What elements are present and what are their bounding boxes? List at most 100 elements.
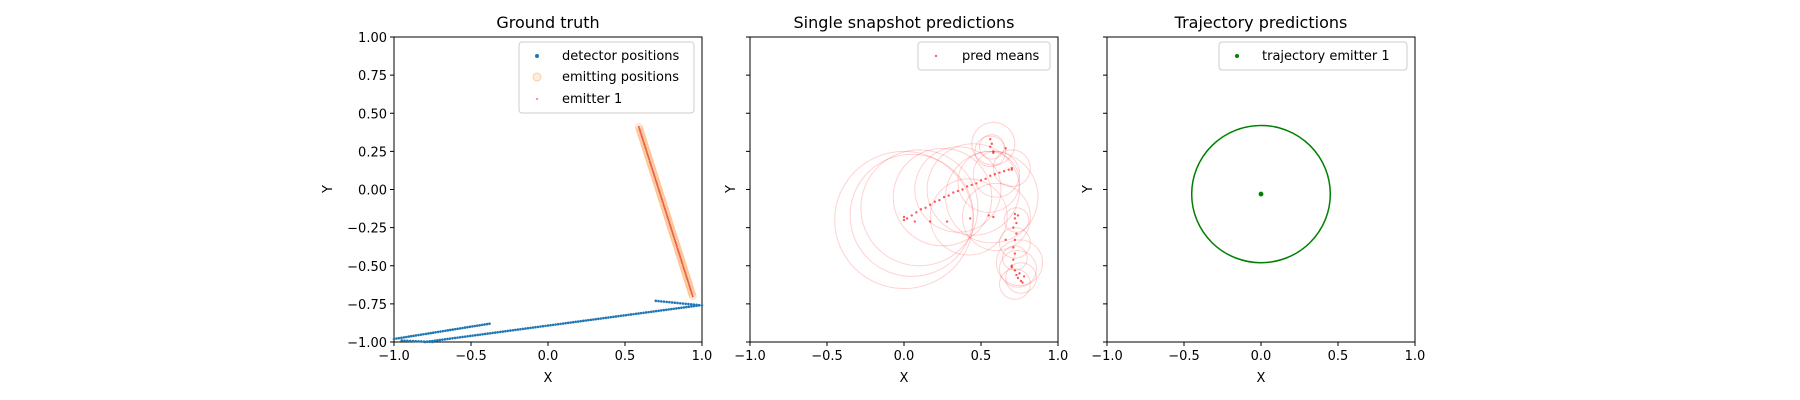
detector-positions-point	[439, 330, 442, 333]
detector-positions-point	[617, 314, 620, 318]
detector-positions-point	[417, 333, 420, 337]
detector-positions-point	[662, 308, 666, 312]
detector-positions-point	[549, 323, 552, 327]
y-tick-label: 0.75	[358, 69, 387, 84]
detector-positions-point	[417, 340, 420, 343]
y-tick-label: −1.00	[347, 336, 387, 351]
detector-positions-point	[485, 322, 489, 326]
detector-positions-point	[521, 327, 525, 331]
detector-positions-point	[682, 306, 686, 309]
panel-2-legend-box	[917, 41, 1051, 71]
detector-positions-point	[511, 328, 515, 332]
trajectory-emitter-1-uncertainty-circle	[1190, 124, 1332, 264]
detector-positions-point	[456, 336, 459, 339]
detector-positions-point	[488, 331, 492, 335]
legend-marker-trajectory-emitter-1	[1235, 54, 1239, 58]
x-tick-label: −1.0	[734, 349, 766, 364]
detector-positions-point	[478, 333, 482, 336]
panel-3-xlabel: X	[1257, 371, 1266, 386]
detector-positions-point	[395, 337, 398, 340]
panel-1-title: Ground truth	[496, 13, 599, 32]
pred-means-point	[987, 214, 990, 217]
x-tick-label: −1.0	[1091, 349, 1123, 364]
pred-means-uncertainty-circle	[974, 135, 1007, 168]
y-tick-label: 0.25	[358, 145, 387, 160]
pred-means-uncertainty-circle	[892, 147, 993, 247]
detector-positions-point	[659, 300, 663, 303]
pred-means-point	[969, 217, 972, 220]
detector-positions-point	[400, 336, 403, 340]
pred-means-point	[1004, 238, 1007, 242]
detector-positions-point	[637, 312, 640, 315]
detector-positions-point	[449, 328, 452, 332]
detector-positions-point	[672, 307, 676, 311]
detector-positions-point	[642, 311, 645, 315]
detector-positions-point	[476, 333, 479, 337]
pred-means-point	[905, 217, 909, 220]
detector-positions-point	[700, 304, 704, 307]
detector-positions-point	[546, 324, 550, 327]
emitter-1-point	[655, 181, 658, 184]
emitter-1-point	[684, 272, 687, 275]
x-tick-label: 1.0	[692, 349, 713, 364]
detector-positions-point	[402, 336, 406, 339]
detector-positions-point	[681, 302, 685, 305]
pred-means-point	[984, 177, 987, 181]
panel-1-legend-box	[518, 41, 695, 114]
pred-means-uncertainty-circle	[834, 150, 974, 290]
detector-positions-point	[436, 339, 439, 342]
emitter-1-point	[653, 173, 656, 176]
emitter-1-point	[679, 257, 682, 260]
pred-means-point	[945, 220, 949, 223]
emitter-1-point	[656, 183, 659, 186]
detector-positions-point	[687, 305, 691, 309]
pred-means-point	[1013, 212, 1017, 216]
detector-positions-point	[429, 331, 433, 335]
detector-positions-point	[597, 317, 600, 321]
legend-label-emitting-positions: emitting positions	[562, 70, 679, 85]
panel-3-title: Trajectory predictions	[1174, 13, 1348, 32]
detector-positions-point	[480, 323, 484, 327]
detector-positions-point	[443, 338, 447, 341]
emitter-1-point	[689, 287, 692, 290]
emitter-1-point	[671, 230, 674, 233]
pred-means-point	[1004, 147, 1007, 150]
detector-positions-point	[419, 333, 423, 336]
pred-means-uncertainty-circle	[849, 153, 974, 277]
legend-marker-pred-means	[934, 54, 938, 58]
pred-means-point	[992, 215, 995, 219]
detector-positions-point	[673, 301, 677, 305]
detector-positions-point	[392, 337, 396, 341]
detector-positions-point	[471, 325, 474, 328]
detector-positions-point	[685, 305, 688, 309]
detector-positions-point	[559, 322, 562, 326]
detector-positions-point	[473, 333, 477, 337]
pred-means-point	[924, 206, 927, 209]
pred-means-point	[1013, 269, 1017, 272]
emitter-1-point	[660, 198, 663, 201]
pred-means-uncertainty-circle	[926, 143, 1020, 236]
emitter-1-point	[656, 184, 659, 187]
pred-means-point	[1002, 170, 1006, 173]
legend-label-trajectory-emitter-1: trajectory emitter 1	[1262, 49, 1390, 64]
detector-positions-point	[669, 307, 673, 311]
pred-means-uncertainty-circle	[914, 146, 1002, 233]
pred-means-point	[1010, 168, 1013, 171]
emitter-1-point	[643, 144, 646, 147]
detector-positions-point	[466, 334, 469, 338]
x-tick-label: 0.5	[971, 349, 992, 364]
detector-positions-point	[466, 325, 469, 329]
detector-positions-point	[412, 334, 415, 338]
pred-means-point	[970, 183, 973, 187]
pred-means-point	[947, 194, 950, 197]
detector-positions-point	[526, 326, 530, 330]
detector-positions-point	[599, 317, 603, 320]
emitter-1-point	[646, 154, 649, 157]
emitter-1-point	[649, 162, 652, 165]
x-tick-label: −0.5	[1168, 349, 1200, 364]
pred-means-uncertainty-circle	[962, 182, 1031, 251]
detector-positions-point	[680, 306, 683, 310]
x-tick-label: 0.0	[1251, 349, 1272, 364]
emitter-1-point	[690, 291, 693, 294]
x-tick-label: 1.0	[1048, 349, 1069, 364]
